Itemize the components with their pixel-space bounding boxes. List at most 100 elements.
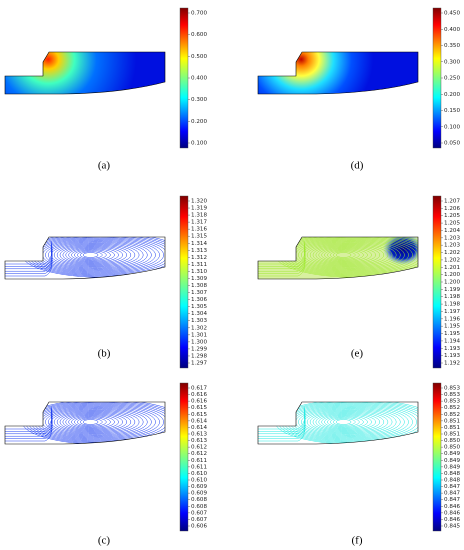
contour-line — [332, 251, 356, 259]
colorbar — [179, 382, 189, 532]
contour-line — [62, 412, 128, 432]
contour-line — [65, 413, 123, 431]
contour-line — [79, 251, 103, 259]
contour-line — [332, 418, 356, 426]
contour-line — [56, 410, 136, 434]
contours — [5, 237, 165, 278]
contour-line — [309, 243, 389, 267]
contour-line — [77, 250, 107, 260]
colorbar-label: 0.614 — [191, 418, 207, 424]
colorbar-label: 1.202 — [444, 250, 460, 256]
contour-line — [330, 250, 360, 260]
colorbar-label: 1.309 — [191, 276, 207, 282]
colorbar-label: 1.200 — [444, 272, 460, 278]
contour-line — [298, 239, 405, 271]
colorbar-label: 1.197 — [444, 309, 460, 315]
colorbar-label: 0.609 — [191, 491, 207, 497]
domain-field — [5, 52, 165, 94]
colorbar-label: 1.201 — [444, 265, 460, 271]
contour-line — [5, 405, 53, 430]
contour-line — [5, 409, 53, 435]
colorbar-label: 0.849 — [444, 451, 460, 457]
contour-line — [258, 244, 306, 270]
contour-line — [258, 250, 306, 277]
colorbar-label: 0.616 — [191, 399, 207, 405]
contour-line — [45, 406, 152, 438]
domain-outline — [257, 51, 419, 95]
contour-line — [301, 240, 401, 270]
colorbar-label: 0.852 — [444, 412, 460, 418]
colorbar-label: 0.609 — [191, 484, 207, 490]
panel: 1.3201.3191.3181.3171.3161.3151.3141.313… — [4, 195, 207, 369]
colorbar-label: 0.608 — [191, 497, 207, 503]
colorbar-label: 0.611 — [191, 464, 207, 470]
colorbar-label: 0.613 — [191, 432, 207, 438]
colorbar-label: 0.612 — [191, 451, 207, 457]
colorbar-label: 1.207 — [444, 199, 460, 205]
contour-line — [5, 242, 53, 267]
contour-line — [48, 407, 148, 437]
contour-line — [5, 407, 53, 432]
domain-field — [258, 52, 418, 94]
contour-line — [258, 411, 306, 437]
contour-line — [335, 252, 352, 258]
colorbar-label: 0.300 — [444, 59, 460, 65]
contour-line — [62, 245, 128, 265]
colorbar-label: 1.301 — [191, 332, 207, 338]
colorbar-label: 1.193 — [444, 346, 460, 352]
colorbar-label: 0.848 — [444, 478, 460, 484]
colorbar-label: 0.250 — [444, 76, 460, 82]
contour-line — [74, 249, 111, 261]
colorbar-label: 1.311 — [191, 262, 207, 268]
colorbar-label: 1.310 — [191, 269, 207, 275]
colorbar-label: 0.610 — [191, 478, 207, 484]
colorbar-label: 0.613 — [191, 438, 207, 444]
contour-line — [5, 250, 53, 277]
panel: 0.700 0.600 0.500 0.400 0.300 0.200 0.100 (a) — [4, 7, 207, 172]
colorbar-label: 1.304 — [191, 311, 207, 317]
colorbar — [179, 195, 189, 369]
contour-line — [5, 415, 53, 442]
colorbar-label: 0.851 — [444, 432, 460, 438]
contour-line — [53, 242, 140, 268]
colorbar-label: 0.100 — [191, 141, 207, 147]
contour-line — [258, 248, 306, 274]
panel-label: (f) — [352, 535, 363, 547]
panel-label: (d) — [351, 160, 364, 172]
contour-line — [68, 414, 119, 430]
colorbar-label: 1.314 — [191, 241, 207, 247]
contour-line — [74, 416, 111, 428]
contour-line — [315, 412, 381, 432]
colorbar — [432, 382, 442, 532]
colorbar-label: 1.312 — [191, 255, 207, 261]
contour-line — [68, 247, 119, 263]
colorbar-label: 0.615 — [191, 405, 207, 411]
colorbar-label: 0.450 — [444, 11, 460, 17]
colorbar-label: 1.194 — [444, 338, 460, 344]
colorbar-label: 0.851 — [444, 425, 460, 431]
contour-line — [321, 414, 372, 430]
colorbar-label: 0.615 — [191, 412, 207, 418]
contour-line — [330, 417, 360, 427]
contour-line — [5, 246, 53, 272]
colorbar-label: 1.205 — [444, 221, 460, 227]
contour-line — [45, 239, 152, 271]
colorbar-label: 1.200 — [444, 280, 460, 286]
contour-line — [77, 417, 107, 427]
colorbar-label: 0.700 — [191, 11, 207, 17]
panel: 0.450 0.400 0.350 0.300 0.250 0.200 0.150 0.100… — [257, 7, 460, 172]
panel-label: (a) — [98, 160, 111, 172]
colorbar-label: 1.203 — [444, 235, 460, 241]
colorbar-label: 0.848 — [444, 471, 460, 477]
contour-line — [315, 245, 381, 265]
contour-line — [318, 413, 376, 431]
contour-line — [306, 242, 393, 268]
contour-line — [335, 419, 352, 425]
colorbar-label: 1.317 — [191, 220, 207, 226]
contour-line — [321, 247, 372, 263]
colorbar-label: 1.315 — [191, 234, 207, 240]
contour-line — [258, 409, 306, 435]
contour-line — [5, 244, 53, 270]
contour-line — [48, 240, 148, 270]
